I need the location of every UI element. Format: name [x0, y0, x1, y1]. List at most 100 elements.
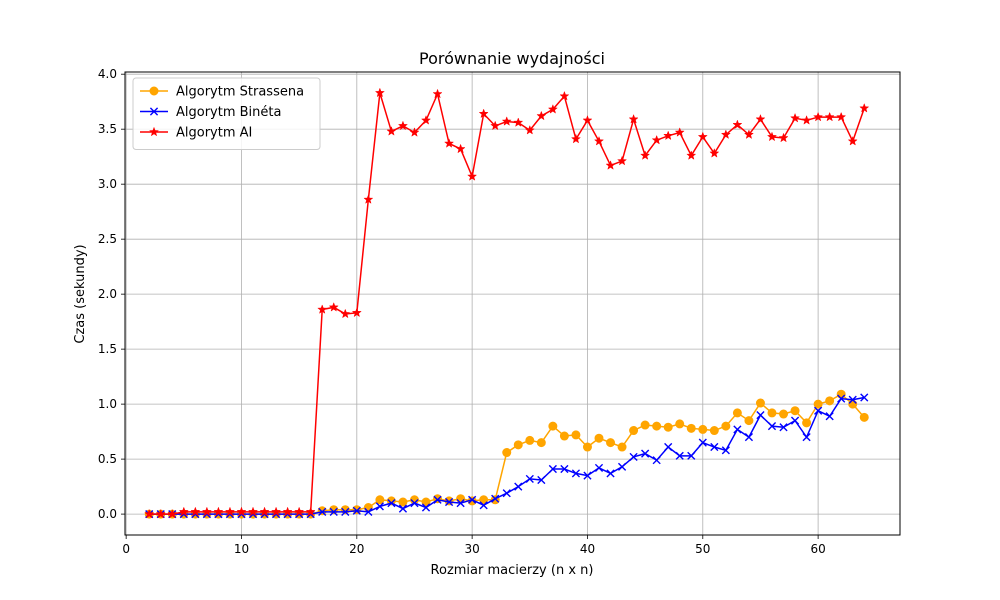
- data-point: [375, 495, 385, 505]
- data-point: [398, 497, 408, 507]
- data-point: [259, 506, 270, 517]
- data-point: [155, 508, 166, 519]
- data-point: [560, 464, 569, 474]
- data-point: [651, 134, 662, 145]
- data-point: [329, 507, 338, 516]
- data-point: [456, 494, 466, 504]
- data-point: [663, 422, 673, 432]
- data-point: [698, 438, 707, 447]
- plot-frame: [124, 71, 901, 536]
- data-point: [732, 408, 742, 418]
- data-point: [455, 143, 466, 154]
- data-point: [410, 499, 419, 508]
- data-point: [583, 471, 592, 480]
- data-point: [247, 506, 259, 517]
- data-point: [501, 116, 512, 126]
- data-point: [756, 411, 765, 420]
- series-1: [144, 389, 869, 519]
- chart-title: Porównanie wydajności: [419, 49, 605, 68]
- data-point: [674, 127, 685, 137]
- data-point: [733, 425, 742, 434]
- data-point: [444, 138, 455, 148]
- data-point: [318, 507, 327, 516]
- data-point: [629, 426, 639, 436]
- data-point: [351, 307, 362, 318]
- data-point: [582, 442, 592, 452]
- data-point: [548, 421, 558, 431]
- series-2: [145, 393, 869, 519]
- data-point: [836, 111, 847, 122]
- x-tick-label: 10: [234, 542, 249, 556]
- series-3: [144, 87, 870, 519]
- data-point: [652, 421, 662, 431]
- data-point: [664, 442, 673, 452]
- data-point: [524, 124, 535, 135]
- x-axis-ticks: 0 10 20 30 40 50 60: [122, 535, 826, 556]
- data-point: [675, 451, 684, 460]
- data-point: [860, 393, 869, 402]
- data-point: [790, 416, 800, 425]
- data-point: [744, 433, 754, 442]
- data-point: [571, 469, 581, 478]
- data-point: [802, 418, 812, 428]
- data-point: [617, 442, 627, 452]
- x-tick-label: 40: [580, 542, 595, 556]
- x-tick-label: 30: [464, 542, 479, 556]
- data-point: [375, 502, 384, 511]
- data-point: [190, 506, 201, 517]
- data-point: [398, 504, 408, 513]
- x-axis-label: Rozmiar macierzy (n x n): [431, 563, 594, 578]
- data-point: [536, 438, 546, 448]
- legend-marker: [149, 86, 159, 96]
- data-point: [421, 503, 431, 512]
- data-point: [825, 412, 834, 421]
- data-point: [709, 426, 719, 436]
- data-point: [502, 489, 511, 498]
- data-point: [502, 448, 512, 458]
- y-tick-label: 1.0: [98, 397, 117, 411]
- data-point: [837, 394, 846, 403]
- data-point: [721, 421, 731, 431]
- data-point: [513, 117, 524, 127]
- data-point: [478, 108, 489, 119]
- data-point: [663, 130, 674, 141]
- data-point: [686, 150, 697, 160]
- data-point: [814, 406, 823, 415]
- data-point: [525, 474, 534, 484]
- series-layer: [144, 87, 870, 519]
- data-point: [825, 396, 835, 406]
- data-point: [802, 433, 811, 442]
- x-tick-label: 0: [122, 542, 130, 556]
- y-tick-label: 1.5: [98, 342, 117, 356]
- data-point: [340, 308, 351, 319]
- data-point: [779, 423, 788, 432]
- legend-item: Algorytm Strassena: [140, 85, 304, 100]
- data-point: [859, 412, 869, 422]
- legend-marker: [149, 107, 159, 116]
- data-point: [616, 155, 628, 166]
- data-point: [328, 302, 339, 312]
- y-tick-label: 0.5: [98, 452, 117, 466]
- data-point: [686, 423, 696, 433]
- data-point: [490, 120, 501, 131]
- data-point: [282, 506, 293, 517]
- data-point: [547, 104, 558, 114]
- data-point: [224, 506, 236, 517]
- data-point: [629, 452, 638, 462]
- y-tick-label: 3.5: [98, 122, 117, 136]
- data-point: [755, 113, 766, 124]
- data-point: [640, 420, 650, 430]
- data-point: [698, 424, 708, 434]
- data-point: [801, 115, 812, 125]
- data-point: [559, 431, 569, 441]
- data-point: [813, 111, 824, 122]
- data-point: [386, 126, 397, 136]
- data-point: [479, 501, 488, 510]
- legend-box: [132, 77, 321, 150]
- data-point: [687, 451, 696, 460]
- data-point: [317, 304, 328, 314]
- legend-item: Algorytm AI: [140, 126, 252, 141]
- data-point: [582, 115, 593, 125]
- data-point: [640, 150, 651, 160]
- data-point: [479, 495, 489, 505]
